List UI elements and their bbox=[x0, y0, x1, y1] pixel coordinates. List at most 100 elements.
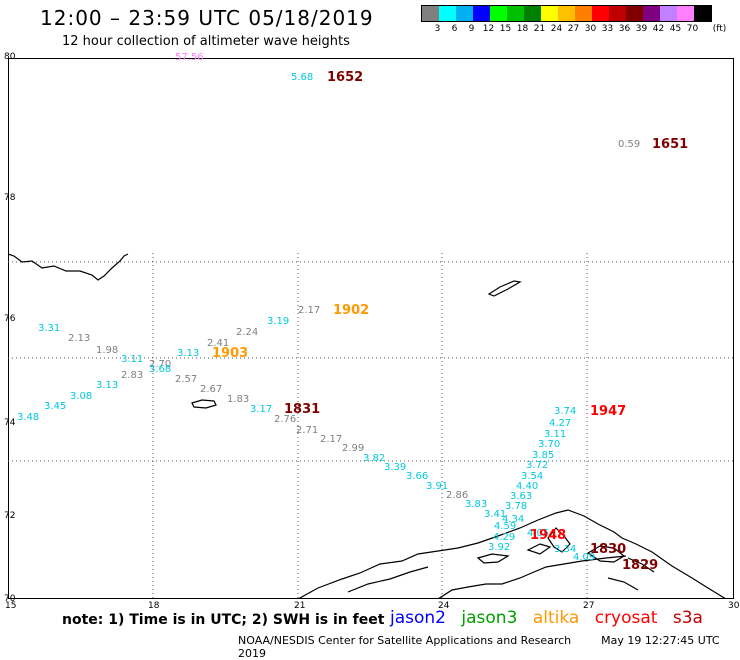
wave-height-label: 2.70 bbox=[149, 359, 172, 370]
legend-tick-label: 6 bbox=[451, 24, 458, 34]
map-title: 12:00 – 23:59 UTC 05/18/2019 bbox=[40, 6, 374, 30]
wave-height-label: 3.78 bbox=[505, 501, 528, 512]
sat-jason3: jason3 bbox=[461, 608, 518, 628]
pass-time-label: 1652 bbox=[327, 70, 364, 85]
wave-height-label: 3.54 bbox=[521, 471, 544, 482]
wave-height-label: 2.41 bbox=[207, 338, 230, 349]
wave-height-label: 3.41 bbox=[484, 509, 507, 520]
legend-swatch bbox=[609, 6, 626, 21]
wave-height-label: 2.76 bbox=[274, 414, 297, 425]
wave-height-label: 3.08 bbox=[70, 391, 93, 402]
wave-height-label: 3.91 bbox=[426, 481, 449, 492]
legend-swatch bbox=[694, 6, 711, 21]
sat-altika: altika bbox=[532, 608, 580, 628]
wave-height-label: 3.66 bbox=[406, 471, 429, 482]
wave-height-label: 57.56 bbox=[175, 52, 204, 63]
color-legend: (ft) 3 6 9 12 15 18 21 24 27 30 33 36 39 42 45 70 bbox=[421, 5, 727, 36]
lat-label-80: 80 bbox=[4, 52, 16, 62]
pass-time-label: 1947 bbox=[590, 404, 627, 419]
legend-tick-label: 36 bbox=[618, 24, 631, 34]
footer-credit: NOAA/NESDIS Center for Satellite Applica… bbox=[238, 634, 572, 647]
lon-label-21: 21 bbox=[294, 601, 306, 611]
legend-swatch bbox=[490, 6, 507, 21]
legend-swatch bbox=[524, 6, 541, 21]
wave-height-label: 4.59 bbox=[494, 521, 517, 532]
pass-time-label: 1903 bbox=[212, 346, 249, 361]
sat-cryosat: cryosat bbox=[594, 608, 658, 628]
legend-tick-label: 24 bbox=[550, 24, 563, 34]
wave-height-label: 3.45 bbox=[44, 401, 67, 412]
legend-swatch bbox=[473, 6, 490, 21]
legend-swatch bbox=[626, 6, 643, 21]
wave-height-label: 3.13 bbox=[177, 348, 200, 359]
wave-height-label: 3.85 bbox=[532, 450, 555, 461]
pass-time-label: 1902 bbox=[333, 303, 370, 318]
legend-tick-label: 70 bbox=[686, 24, 699, 34]
wave-height-label: 2.24 bbox=[236, 327, 259, 338]
lon-label-24: 24 bbox=[438, 601, 450, 611]
pass-time-label: 1830 bbox=[590, 542, 627, 557]
wave-height-label: 4.34 bbox=[502, 514, 525, 525]
wave-height-label: 3.72 bbox=[526, 460, 549, 471]
legend-swatch bbox=[592, 6, 609, 21]
legend-labels: (ft) 3 6 9 12 15 18 21 24 27 30 33 36 39 42 45 70 bbox=[421, 22, 727, 36]
wave-height-label: 3.63 bbox=[510, 491, 533, 502]
legend-tick-label: 9 bbox=[468, 24, 475, 34]
wave-height-label: 3.17 bbox=[250, 404, 273, 415]
wave-height-label: 2.17 bbox=[298, 305, 321, 316]
wave-height-label: 3.11 bbox=[121, 354, 144, 365]
legend-swatch bbox=[541, 6, 558, 21]
lon-label-30: 30 bbox=[728, 601, 740, 611]
legend-swatch bbox=[558, 6, 575, 21]
pass-time-label: 1829 bbox=[622, 558, 659, 573]
footer: NOAA/NESDIS Center for Satellite Applica… bbox=[238, 634, 740, 660]
wave-height-label: 5.68 bbox=[291, 72, 314, 83]
legend-swatches bbox=[421, 5, 712, 22]
wave-height-label: 2.17 bbox=[320, 434, 343, 445]
lat-label-78: 78 bbox=[4, 193, 16, 203]
graticule bbox=[8, 253, 734, 599]
legend-swatch bbox=[456, 6, 473, 21]
wave-height-label: 0.59 bbox=[618, 139, 641, 150]
sat-jason2: jason2 bbox=[390, 608, 446, 628]
lon-label-27: 27 bbox=[583, 601, 595, 611]
pass-time-label: 1831 bbox=[284, 402, 321, 417]
legend-swatch bbox=[439, 6, 456, 21]
legend-tick-label: 45 bbox=[669, 24, 682, 34]
wave-height-label: 3.19 bbox=[267, 316, 290, 327]
wave-height-label: 3.31 bbox=[38, 323, 61, 334]
wave-height-label: 3.82 bbox=[363, 453, 386, 464]
legend-swatch bbox=[660, 6, 677, 21]
legend-unit: (ft) bbox=[712, 24, 727, 34]
legend-tick-label: 3 bbox=[434, 24, 441, 34]
wave-height-label: 2.13 bbox=[68, 333, 91, 344]
map-border bbox=[8, 58, 734, 599]
wave-height-label: 3.13 bbox=[96, 380, 119, 391]
wave-height-label: 4.05 bbox=[527, 528, 550, 539]
map-subtitle: 12 hour collection of altimeter wave hei… bbox=[62, 34, 350, 49]
lon-label-15: 15 bbox=[5, 601, 17, 611]
wave-height-label: 3.11 bbox=[544, 429, 567, 440]
wave-height-label: 3.83 bbox=[465, 499, 488, 510]
legend-tick-label: 18 bbox=[516, 24, 529, 34]
map-frame bbox=[8, 58, 734, 599]
wave-height-label: 2.99 bbox=[342, 443, 365, 454]
legend-swatch bbox=[507, 6, 524, 21]
wave-height-label: 4.40 bbox=[516, 481, 539, 492]
pass-time-label: 1948 bbox=[530, 528, 567, 543]
legend-swatch bbox=[422, 6, 439, 21]
legend-swatch bbox=[677, 6, 694, 21]
wave-height-label: 2.83 bbox=[121, 370, 144, 381]
wave-height-label: 4.29 bbox=[493, 532, 516, 543]
legend-swatch bbox=[643, 6, 660, 21]
pass-time-label: 1651 bbox=[652, 137, 689, 152]
lat-label-74: 74 bbox=[4, 418, 16, 428]
wave-height-label: 1.83 bbox=[227, 394, 250, 405]
wave-height-label: 3.48 bbox=[17, 412, 40, 423]
wave-height-label: 3.74 bbox=[554, 406, 577, 417]
legend-tick-label: 30 bbox=[584, 24, 597, 34]
lat-label-70: 70 bbox=[4, 594, 16, 604]
wave-height-label: 2.86 bbox=[446, 490, 469, 501]
wave-height-label: 1.98 bbox=[96, 345, 119, 356]
wave-height-label: 2.71 bbox=[296, 425, 319, 436]
